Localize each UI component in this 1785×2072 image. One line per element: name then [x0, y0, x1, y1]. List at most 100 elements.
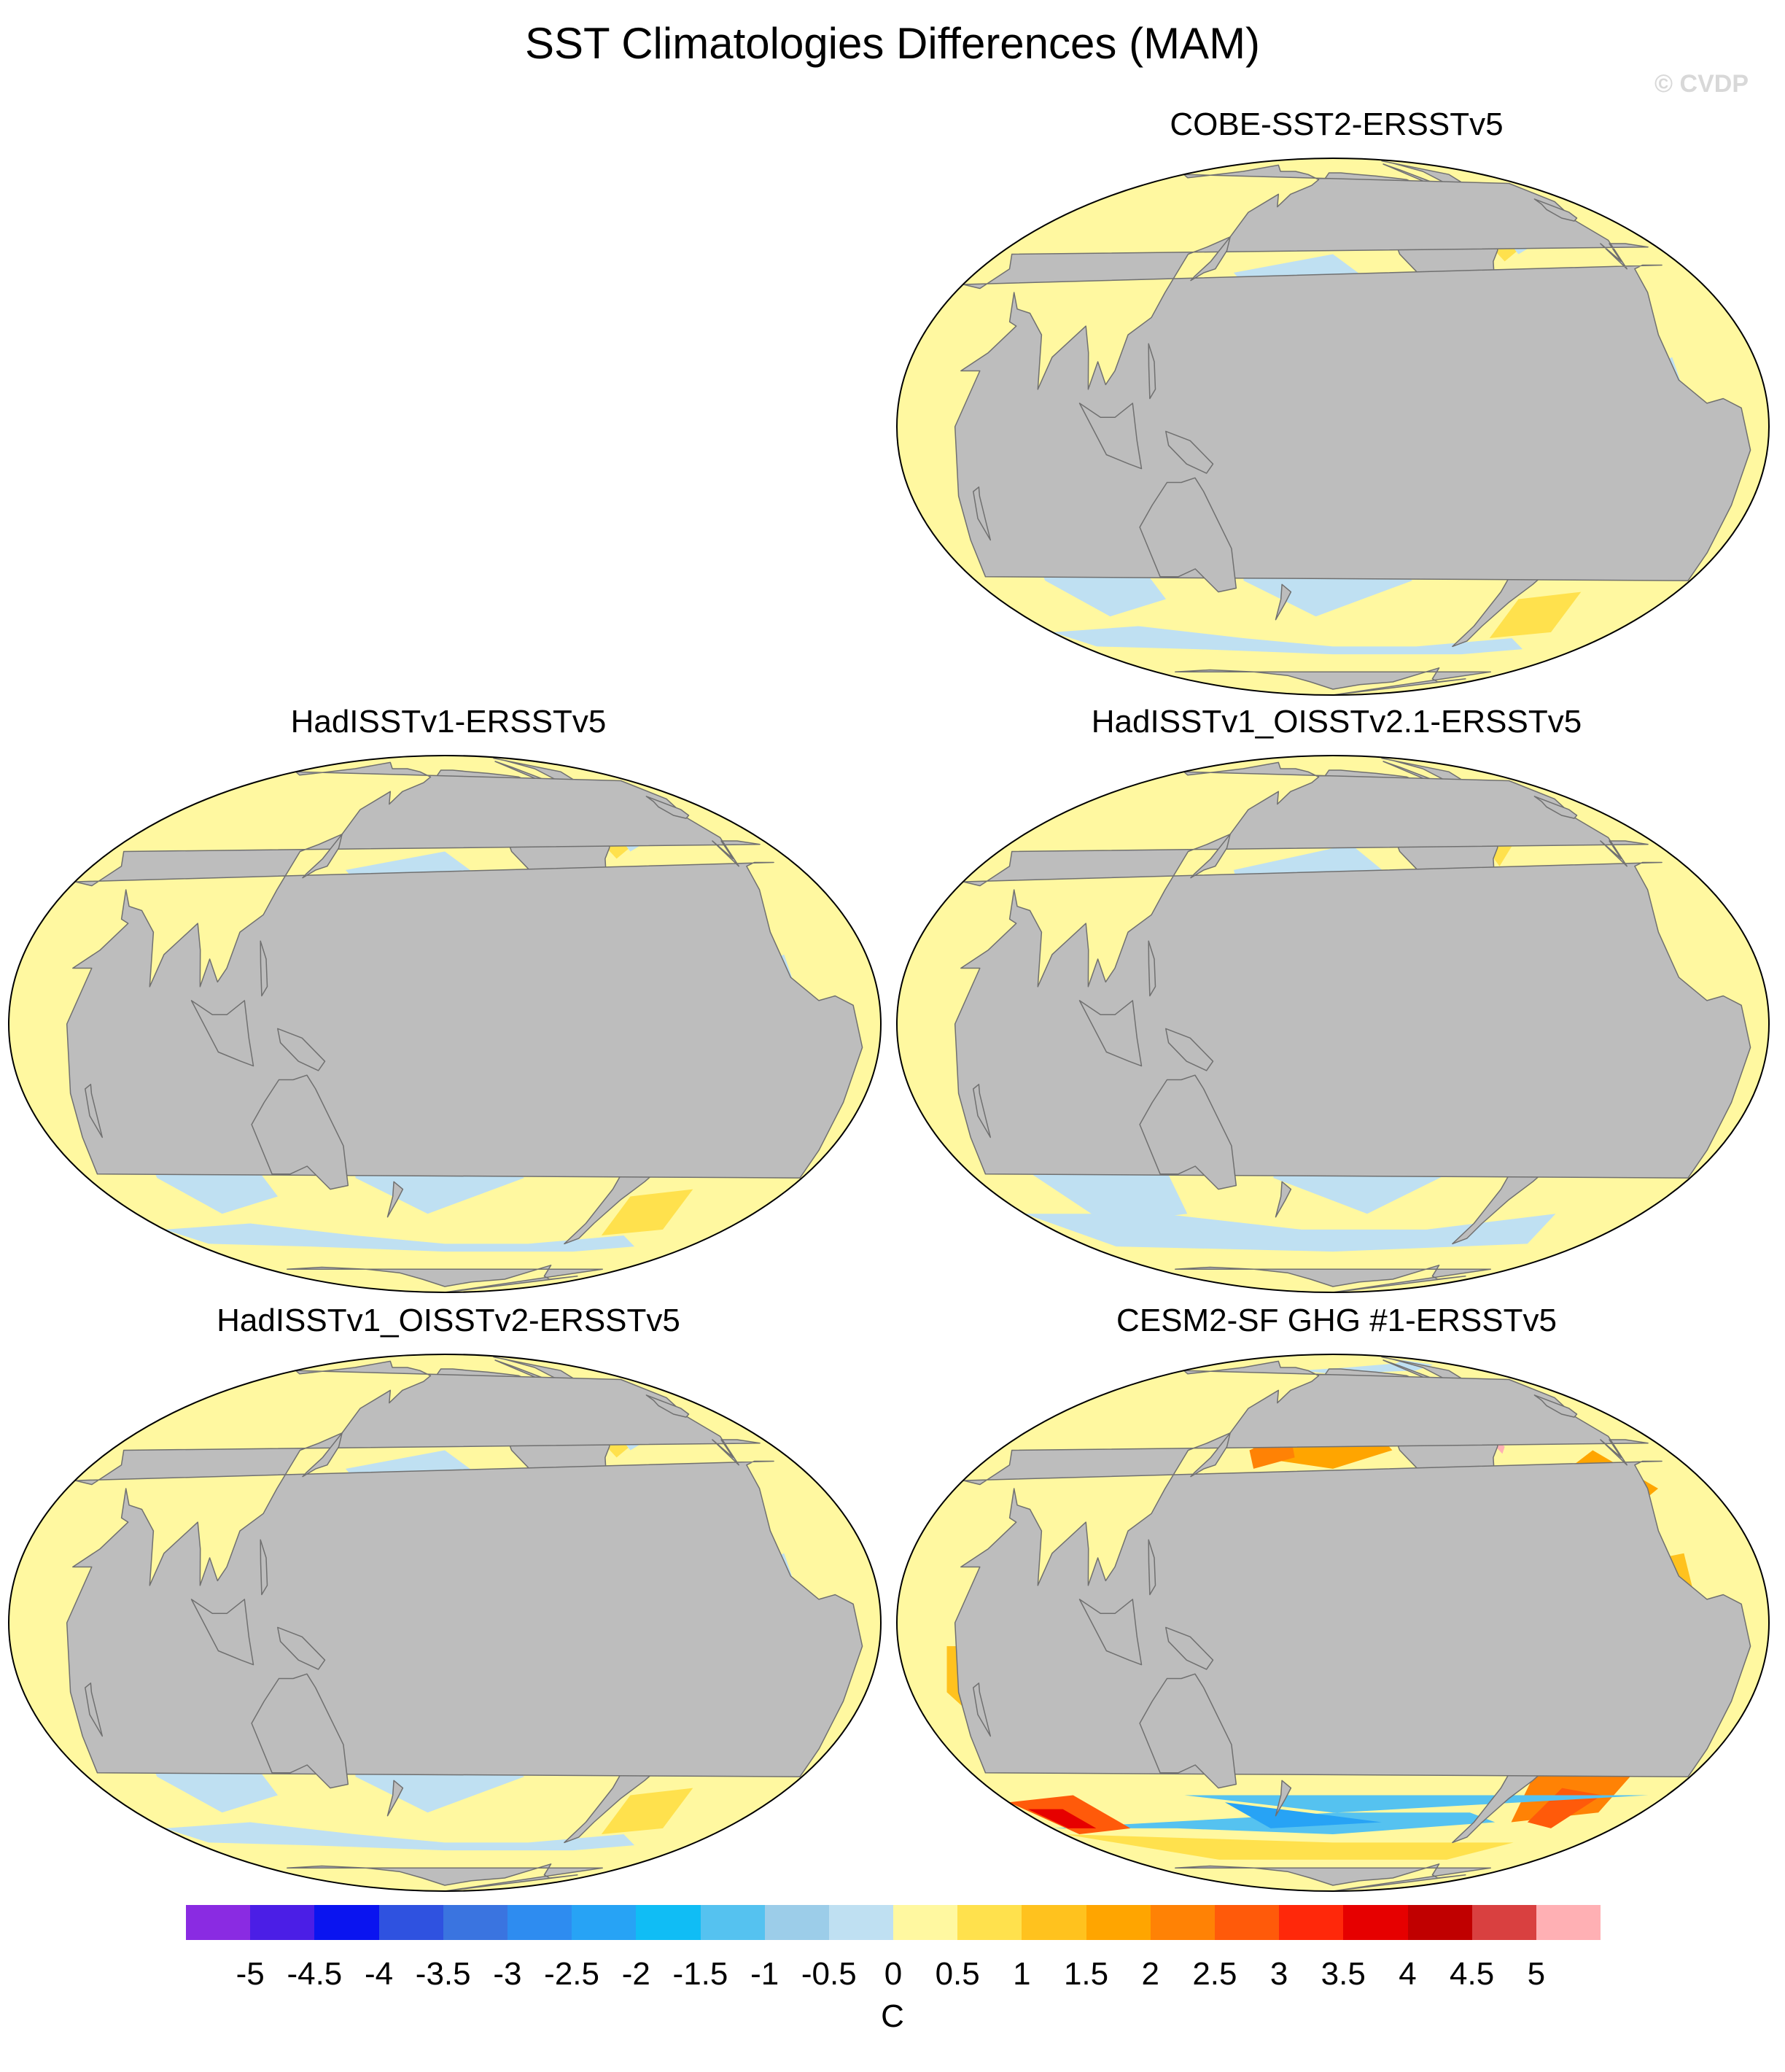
colorbar	[186, 1905, 1601, 1940]
landmass	[1275, 1780, 1292, 1817]
landmass	[645, 1394, 690, 1418]
map-border	[8, 755, 882, 1293]
colorbar-segment	[572, 1905, 637, 1940]
landmass	[1078, 1000, 1143, 1067]
sst-anomaly-contour	[1224, 1802, 1382, 1828]
colorbar-tick-label: 3	[1269, 1956, 1288, 1992]
colorbar-tick-label: -2	[621, 1956, 650, 1992]
landmass	[1165, 1028, 1214, 1071]
colorbar-segment	[1536, 1905, 1601, 1940]
colorbar-tick-label: -3	[493, 1956, 522, 1992]
landmass	[302, 834, 343, 879]
sst-anomaly-contour	[1027, 1809, 1097, 1828]
colorbar-segment	[893, 1905, 958, 1940]
landmass	[386, 1181, 404, 1218]
sst-anomaly-contour	[1052, 1795, 1649, 1834]
map-border	[896, 158, 1770, 696]
landmass	[1165, 430, 1214, 474]
colorbar-segment	[314, 1905, 379, 1940]
colorbar-segment	[378, 1905, 443, 1940]
colorbar-tick-label: 4.5	[1450, 1956, 1495, 1992]
landmass	[1275, 583, 1292, 621]
colorbar-tick-label: 0.5	[935, 1956, 980, 1992]
map-panel-hadisst-oisstv2: HadISSTv1_OISSTv2-ERSSTv5	[7, 1300, 890, 1906]
colorbar-tick-label: -1	[750, 1956, 779, 1992]
colorbar-tick-label: -2.5	[544, 1956, 599, 1992]
landmass	[1175, 1863, 1491, 1891]
sst-anomaly-contour	[1489, 591, 1582, 638]
landmass	[1148, 1539, 1156, 1596]
landmass	[85, 1084, 104, 1138]
colorbar-tick-label: -0.5	[801, 1956, 857, 1992]
colorbar-segment	[1150, 1905, 1215, 1940]
colorbar-tick-label: 1	[1013, 1956, 1031, 1992]
colorbar-segment	[1086, 1905, 1151, 1940]
colorbar-tick-label: 1.5	[1063, 1956, 1109, 1992]
colorbar-segment	[700, 1905, 765, 1940]
landmass	[1190, 236, 1231, 282]
world-map	[896, 1354, 1770, 1892]
landmass	[1165, 1626, 1214, 1670]
colorbar-segment	[1471, 1905, 1536, 1940]
landmass	[251, 1673, 349, 1789]
landmass	[1533, 198, 1578, 222]
landmass	[973, 1084, 992, 1138]
colorbar-tick-label: -4	[364, 1956, 394, 1992]
world-map	[8, 1354, 882, 1892]
landmass	[66, 1360, 863, 1777]
map-panel-hadisst-oisstv21: HadISSTv1_OISSTv2.1-ERSSTv5	[895, 702, 1778, 1307]
colorbar-tick-label: 2.5	[1192, 1956, 1237, 1992]
colorbar-tick-label: 3.5	[1321, 1956, 1366, 1992]
sst-anomaly-contour	[164, 1223, 635, 1252]
landmass	[190, 1599, 254, 1666]
colorbar-tick-label: -5	[236, 1956, 265, 1992]
landmass	[260, 1539, 268, 1596]
map-border	[896, 1354, 1770, 1892]
landmass	[1533, 796, 1578, 819]
landmass	[251, 1074, 349, 1190]
landmass	[1175, 1265, 1491, 1292]
landmass	[302, 1432, 343, 1478]
landmass	[260, 940, 268, 997]
panel-title: COBE-SST2-ERSSTv5	[1170, 106, 1504, 142]
colorbar-tick-label: -3.5	[415, 1956, 471, 1992]
colorbar-segment	[828, 1905, 894, 1940]
landmass	[277, 1028, 326, 1071]
landmass	[287, 1863, 603, 1891]
colorbar-tick-label: 0	[884, 1956, 903, 1992]
landmass	[645, 796, 690, 819]
landmass	[66, 761, 863, 1179]
colorbar-segment	[1215, 1905, 1280, 1940]
sst-anomaly-contour	[1064, 1834, 1514, 1860]
landmass	[287, 1265, 603, 1292]
colorbar-tick-label: -4.5	[287, 1956, 343, 1992]
colorbar-segment	[443, 1905, 508, 1940]
landmass	[1190, 1432, 1231, 1478]
colorbar-tick-label: 5	[1527, 1956, 1546, 1992]
colorbar-segment	[186, 1905, 251, 1940]
landmass	[1139, 1673, 1237, 1789]
landmass	[1533, 1394, 1578, 1418]
panel-title: HadISSTv1_OISSTv2.1-ERSSTv5	[1091, 704, 1582, 740]
map-panel-cesm2: CESM2-SF GHG #1-ERSSTv5	[895, 1300, 1778, 1906]
landmass	[1078, 1599, 1143, 1666]
world-map	[8, 755, 882, 1293]
colorbar-segment	[250, 1905, 315, 1940]
watermark: © CVDP	[1654, 70, 1749, 98]
landmass	[277, 1626, 326, 1670]
colorbar-segment	[1343, 1905, 1408, 1940]
world-map	[896, 755, 1770, 1293]
landmass	[954, 761, 1751, 1179]
landmass	[1148, 343, 1156, 400]
sst-anomaly-contour	[1024, 1214, 1556, 1252]
landmass	[1175, 667, 1491, 695]
landmass	[1148, 940, 1156, 997]
panel-title: HadISSTv1_OISSTv2-ERSSTv5	[217, 1303, 680, 1338]
landmass	[973, 486, 992, 541]
landmass	[954, 164, 1751, 581]
colorbar-segment	[507, 1905, 572, 1940]
landmass	[1190, 834, 1231, 879]
colorbar-segment	[1407, 1905, 1472, 1940]
landmass	[85, 1683, 104, 1737]
map-panel-hadisst: HadISSTv1-ERSSTv5	[7, 702, 890, 1307]
